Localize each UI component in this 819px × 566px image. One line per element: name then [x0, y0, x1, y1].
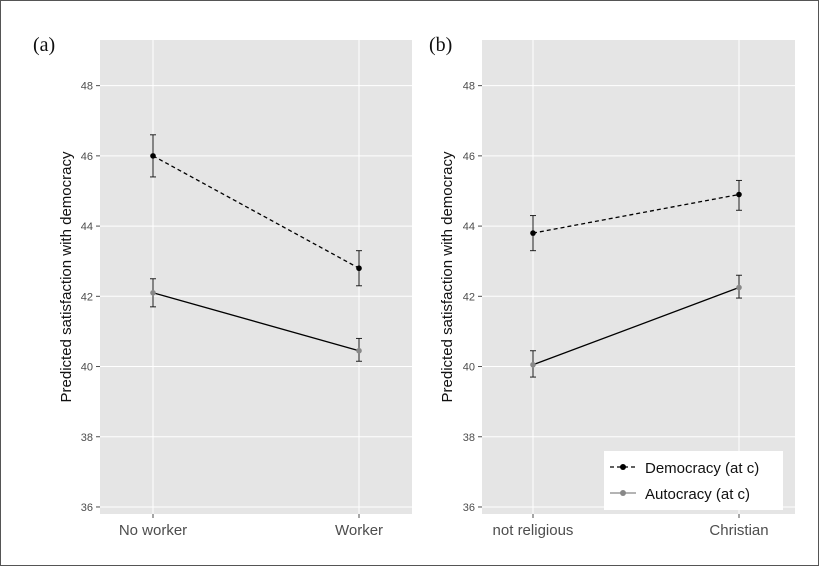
- y-tick-label-48: 48: [81, 81, 93, 93]
- panel-a-letter: (a): [33, 34, 55, 56]
- panel-b: (b) 36 38 40 42 44 46 48 not religious Christia…: [429, 34, 795, 539]
- y-tick-label-42: 42: [81, 291, 93, 303]
- panel-b-plot-background: [482, 40, 795, 514]
- democracy-point-0: [530, 230, 536, 236]
- democracy-point-1: [736, 191, 742, 198]
- x-tick-label-1: Worker: [335, 522, 383, 539]
- legend-box: [604, 451, 783, 510]
- legend: Democracy (at c) Autocracy (at c): [604, 451, 783, 510]
- y-tick-label-46: 46: [81, 151, 93, 163]
- democracy-point-0: [150, 153, 156, 159]
- autocracy-point-1: [736, 284, 742, 291]
- panel-a: (a) 36 38 40 42 44 46 48 No worker Worker Predi…: [33, 34, 412, 539]
- legend-autocracy-label: Autocracy (at c): [645, 486, 750, 503]
- y-tick-label-44: 44: [81, 221, 93, 233]
- y-tick-label-40: 40: [463, 362, 475, 374]
- panel-b-y-ticks: 36 38 40 42 44 46 48: [463, 81, 482, 514]
- autocracy-point-1: [356, 347, 362, 354]
- autocracy-series-line: [532, 286, 740, 366]
- autocracy-point-0: [530, 361, 536, 368]
- panel-a-y-ticks: 36 38 40 42 44 46 48: [81, 81, 100, 514]
- autocracy-point-0: [150, 290, 156, 296]
- y-tick-label-38: 38: [81, 432, 93, 444]
- panel-a-series: [150, 134, 362, 362]
- legend-entry-autocracy: Autocracy (at c): [610, 486, 750, 503]
- legend-democracy-label: Democracy (at c): [645, 460, 759, 477]
- y-tick-label-36: 36: [463, 502, 475, 514]
- legend-entry-democracy: Democracy (at c): [610, 460, 759, 477]
- panel-b-series: [530, 179, 742, 378]
- y-tick-label-40: 40: [81, 362, 93, 374]
- panel-b-letter: (b): [429, 34, 452, 56]
- y-tick-label-36: 36: [81, 502, 93, 514]
- panel-a-x-ticks: No worker Worker: [119, 514, 383, 539]
- panel-b-x-ticks: not religious Christian: [493, 514, 769, 539]
- panel-b-y-axis-label: Predicted satisfaction with democracy: [439, 151, 456, 402]
- y-tick-label-42: 42: [463, 291, 475, 303]
- y-tick-label-46: 46: [463, 151, 475, 163]
- legend-autocracy-marker: [620, 490, 626, 496]
- legend-democracy-marker: [620, 464, 626, 470]
- panel-a-y-axis-label: Predicted satisfaction with democracy: [58, 151, 75, 402]
- x-tick-label-0: No worker: [119, 522, 187, 539]
- y-tick-label-44: 44: [463, 221, 475, 233]
- x-tick-label-1: Christian: [709, 522, 768, 539]
- democracy-point-1: [356, 265, 362, 272]
- y-tick-label-48: 48: [463, 81, 475, 93]
- x-tick-label-0: not religious: [493, 522, 574, 539]
- panel-a-plot-background: [100, 40, 412, 514]
- autocracy-series-line: [152, 292, 360, 352]
- y-tick-label-38: 38: [463, 432, 475, 444]
